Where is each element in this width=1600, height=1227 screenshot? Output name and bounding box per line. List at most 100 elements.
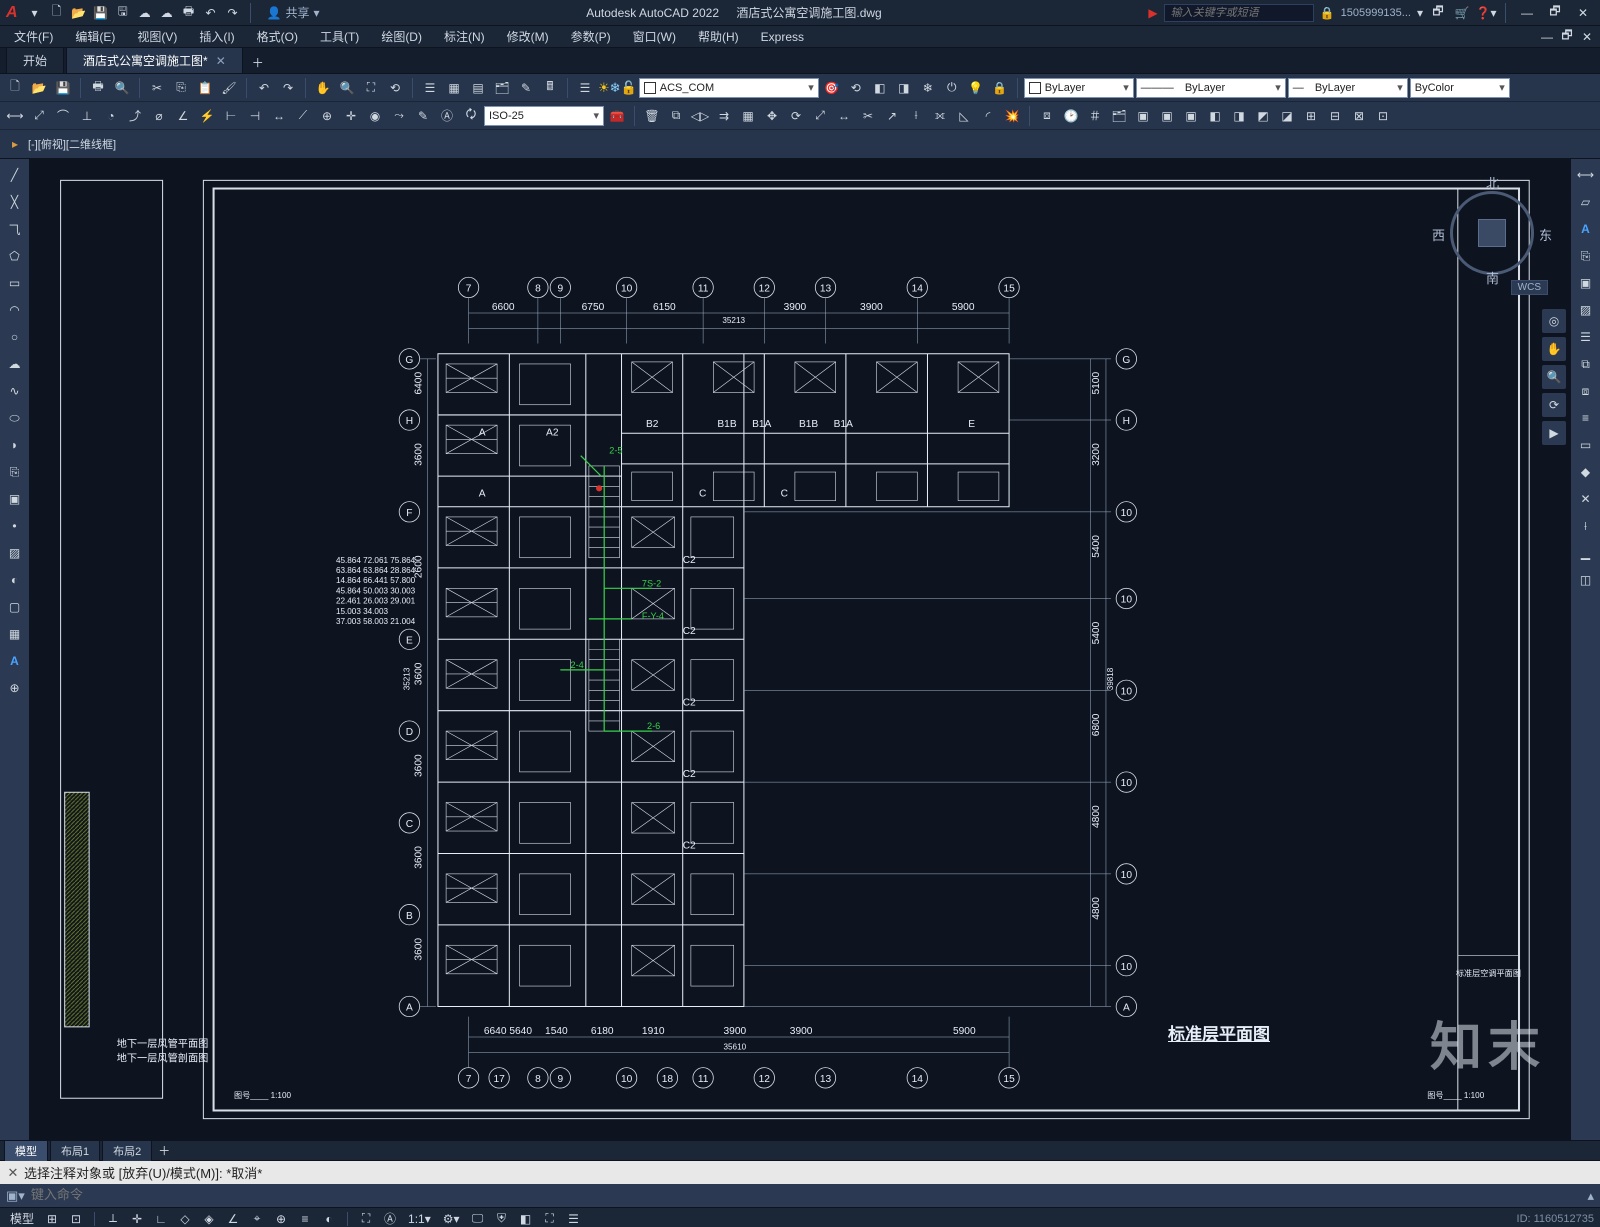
tb-extra-1-icon[interactable]: ◧	[1204, 105, 1226, 127]
status-anno-icon[interactable]: Ⓐ	[380, 1210, 400, 1227]
tb-drawcompare-icon[interactable]: ⧈	[1036, 105, 1058, 127]
view-cube[interactable]: 北 南 东 西 WCS	[1432, 173, 1552, 293]
status-ws-icon[interactable]: ⚙▾	[439, 1210, 464, 1227]
menu-format[interactable]: 格式(O)	[247, 26, 308, 47]
compass-wcs[interactable]: WCS	[1511, 280, 1548, 295]
tb-dimspace-icon[interactable]: ↔	[268, 105, 290, 127]
status-otrack-icon[interactable]: ∠	[223, 1210, 243, 1227]
menu-modify[interactable]: 修改(M)	[497, 26, 559, 47]
rtool-insert-icon[interactable]: ⎘	[1574, 244, 1598, 268]
tb-save-icon[interactable]: 💾	[52, 77, 74, 99]
status-hw-icon[interactable]: ⛨	[492, 1210, 512, 1227]
app-logo-icon[interactable]: A	[6, 4, 18, 22]
tool-circle-icon[interactable]: ○	[3, 325, 27, 349]
tb-explode-icon[interactable]: 💥	[1001, 105, 1023, 127]
qat-menu-icon[interactable]: ▾	[26, 4, 44, 22]
status-model-button[interactable]: 模型	[6, 1210, 38, 1227]
tb-qcalc-icon[interactable]: 🖩	[539, 77, 561, 99]
status-lwt-icon[interactable]: ≡	[295, 1210, 315, 1227]
qat-redo-icon[interactable]: ↷	[224, 4, 242, 22]
tb-preview-icon[interactable]: 🔍	[111, 77, 133, 99]
status-monitor-icon[interactable]: 🖵	[468, 1210, 488, 1227]
tb-dimbase-icon[interactable]: ⊢	[220, 105, 242, 127]
qat-saveas-icon[interactable]: 🖫	[114, 4, 132, 22]
layer-dropdown[interactable]: ACS_COM▾	[639, 78, 819, 98]
tb-layiso-icon[interactable]: ◧	[869, 77, 891, 99]
tool-polygon-icon[interactable]: ⬠	[3, 244, 27, 268]
layout-tab-2[interactable]: 布局2	[102, 1140, 152, 1161]
tool-insert-icon[interactable]: ⎘	[3, 460, 27, 484]
tb-dimjogline-icon[interactable]: ⤳	[388, 105, 410, 127]
cmd-recent-icon[interactable]: ▴	[1587, 1188, 1594, 1204]
share-button[interactable]: 👤 共享 ▾	[267, 4, 320, 21]
tb-dimarc-icon[interactable]: ⌒	[52, 105, 74, 127]
tb-dimlinear-icon[interactable]: ⟷	[4, 105, 26, 127]
tb-laymatch-icon[interactable]: 🎯	[821, 77, 843, 99]
lineweight-dropdown[interactable]: — ByLayer▾	[1288, 78, 1408, 98]
doc-close-button[interactable]: ✕	[1578, 30, 1596, 44]
nav-pan-icon[interactable]: ✋	[1542, 337, 1566, 361]
tb-laylck-icon[interactable]: 🔒	[989, 77, 1011, 99]
tb-tp-icon[interactable]: ▤	[467, 77, 489, 99]
doc-minimize-button[interactable]: —	[1538, 30, 1556, 44]
status-sc-icon[interactable]: ⛶	[356, 1210, 376, 1227]
tb-markup-icon[interactable]: ✎	[515, 77, 537, 99]
status-grid-icon[interactable]: ⊞	[42, 1210, 62, 1227]
tb-extra-5-icon[interactable]: ⊞	[1300, 105, 1322, 127]
tb-extra-2-icon[interactable]: ◨	[1228, 105, 1250, 127]
tb-extra-7-icon[interactable]: ⊠	[1348, 105, 1370, 127]
tb-props-icon[interactable]: ☰	[419, 77, 441, 99]
nav-showmotion-icon[interactable]: ▶	[1542, 421, 1566, 445]
tb-fillet-icon[interactable]: ◜	[977, 105, 999, 127]
tb-dimaligned-icon[interactable]: ⤢	[28, 105, 50, 127]
tb-pan-icon[interactable]: ✋	[312, 77, 334, 99]
tb-blocklib2-icon[interactable]: ▣	[1156, 105, 1178, 127]
tool-block-icon[interactable]: ▣	[3, 487, 27, 511]
layer-on-icon[interactable]: ☀	[598, 80, 610, 95]
tab-document[interactable]: 酒店式公寓空调施工图*✕	[66, 47, 243, 73]
status-osnap-icon[interactable]: ◇	[175, 1210, 195, 1227]
rtool-ungroup-icon[interactable]: ⧈	[1574, 379, 1598, 403]
cmd-close-icon[interactable]: ✕	[6, 1165, 20, 1181]
tb-dimedit-icon[interactable]: ✎	[412, 105, 434, 127]
help-search-input[interactable]	[1164, 4, 1314, 22]
search-play-icon[interactable]: ▶	[1148, 6, 1157, 20]
tb-zoom-prev-icon[interactable]: ⟲	[384, 77, 406, 99]
tool-revcloud-icon[interactable]: ☁	[3, 352, 27, 376]
rtool-clip-icon[interactable]: ◫	[1574, 568, 1598, 592]
tb-erase-icon[interactable]: 🗑	[641, 105, 663, 127]
tool-mtext-icon[interactable]: A	[3, 649, 27, 673]
status-polar-icon[interactable]: ✛	[127, 1210, 147, 1227]
menu-window[interactable]: 窗口(W)	[623, 26, 686, 47]
layer-freeze-icon[interactable]: ❄	[610, 80, 621, 95]
tb-extend-icon[interactable]: ↗	[881, 105, 903, 127]
rtool-grip-icon[interactable]: ◆	[1574, 460, 1598, 484]
tb-join-icon[interactable]: ⟗	[929, 105, 951, 127]
tb-dimord-icon[interactable]: ⊥	[76, 105, 98, 127]
status-clean-icon[interactable]: ⛶	[540, 1210, 560, 1227]
tb-copy-icon[interactable]: ⎘	[170, 77, 192, 99]
tb-dimjog-icon[interactable]: ⤴	[124, 105, 146, 127]
window-minimize-button[interactable]: —	[1516, 4, 1538, 22]
tb-zoom-icon[interactable]: 🔍	[336, 77, 358, 99]
status-dyn-icon[interactable]: ⊕	[271, 1210, 291, 1227]
plotstyle-dropdown[interactable]: ByColor▾	[1410, 78, 1510, 98]
tab-new-button[interactable]: ＋	[247, 51, 269, 73]
user-name[interactable]: 1505999135...	[1341, 7, 1411, 19]
color-dropdown[interactable]: ByLayer▾	[1024, 78, 1134, 98]
rtool-group-icon[interactable]: ⧉	[1574, 352, 1598, 376]
signin-icon[interactable]: 🔒	[1320, 6, 1335, 20]
tool-ellipse-icon[interactable]: ⬭	[3, 406, 27, 430]
tb-dimcont-icon[interactable]: ⊣	[244, 105, 266, 127]
menu-file[interactable]: 文件(F)	[4, 26, 63, 47]
exchange-icon[interactable]: 🗗	[1429, 4, 1447, 22]
tb-array-icon[interactable]: ▦	[737, 105, 759, 127]
tool-point-icon[interactable]: •	[3, 514, 27, 538]
tb-offset-icon[interactable]: ⇉	[713, 105, 735, 127]
tb-dimrad-icon[interactable]: ◔	[100, 105, 122, 127]
status-ortho-icon[interactable]: ∟	[151, 1210, 171, 1227]
tool-addsel-icon[interactable]: ⊕	[3, 676, 27, 700]
tool-gradient-icon[interactable]: ◐	[3, 568, 27, 592]
status-transp-icon[interactable]: ◐	[319, 1210, 339, 1227]
linetype-dropdown[interactable]: ——— ByLayer▾	[1136, 78, 1286, 98]
